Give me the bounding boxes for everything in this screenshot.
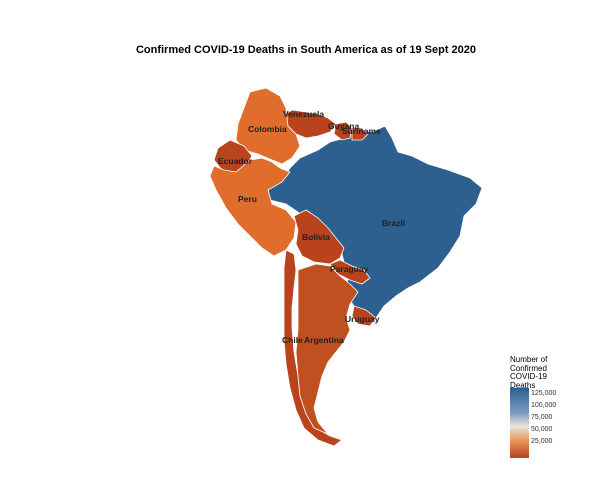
- legend-tick: 25,000: [531, 438, 553, 445]
- country-brazil[interactable]: [267, 125, 483, 321]
- legend-color-bar: [510, 388, 529, 458]
- label-venezuela: Venezuela: [283, 109, 324, 119]
- legend-tick: 125,000: [531, 390, 557, 397]
- label-suriname: Suriname: [342, 126, 381, 136]
- label-colombia: Colombia: [248, 124, 287, 134]
- legend-tick: 75,000: [531, 414, 553, 421]
- legend-title: Number of Confirmed COVID-19 Deaths: [510, 355, 548, 390]
- country-peru[interactable]: [209, 157, 297, 257]
- label-guyana: Guyana: [328, 121, 359, 131]
- country-uruguay[interactable]: [351, 305, 377, 327]
- label-argentina: Argentina: [304, 335, 344, 345]
- label-ecuador: Ecuador: [218, 156, 253, 166]
- country-bolivia[interactable]: [293, 209, 345, 265]
- label-chile: Chile: [282, 335, 303, 345]
- legend: Number of Confirmed COVID-19 Deaths 125,…: [510, 355, 590, 458]
- country-suriname[interactable]: [351, 127, 369, 141]
- country-guyana[interactable]: [333, 121, 353, 141]
- country-colombia[interactable]: [235, 87, 301, 165]
- label-peru: Peru: [238, 194, 257, 204]
- label-uruguay: Uruguay: [345, 314, 380, 324]
- country-argentina[interactable]: [295, 263, 359, 435]
- map-title: Confirmed COVID-19 Deaths in South Ameri…: [135, 44, 477, 56]
- label-bolivia: Bolivia: [302, 232, 330, 242]
- legend-tick: 50,000: [531, 426, 553, 433]
- legend-tick: 100,000: [531, 402, 557, 409]
- label-brazil: Brazil: [382, 218, 405, 228]
- country-paraguay[interactable]: [329, 259, 371, 285]
- country-chile[interactable]: [283, 249, 343, 447]
- label-paraguay: Paraguay: [330, 264, 369, 274]
